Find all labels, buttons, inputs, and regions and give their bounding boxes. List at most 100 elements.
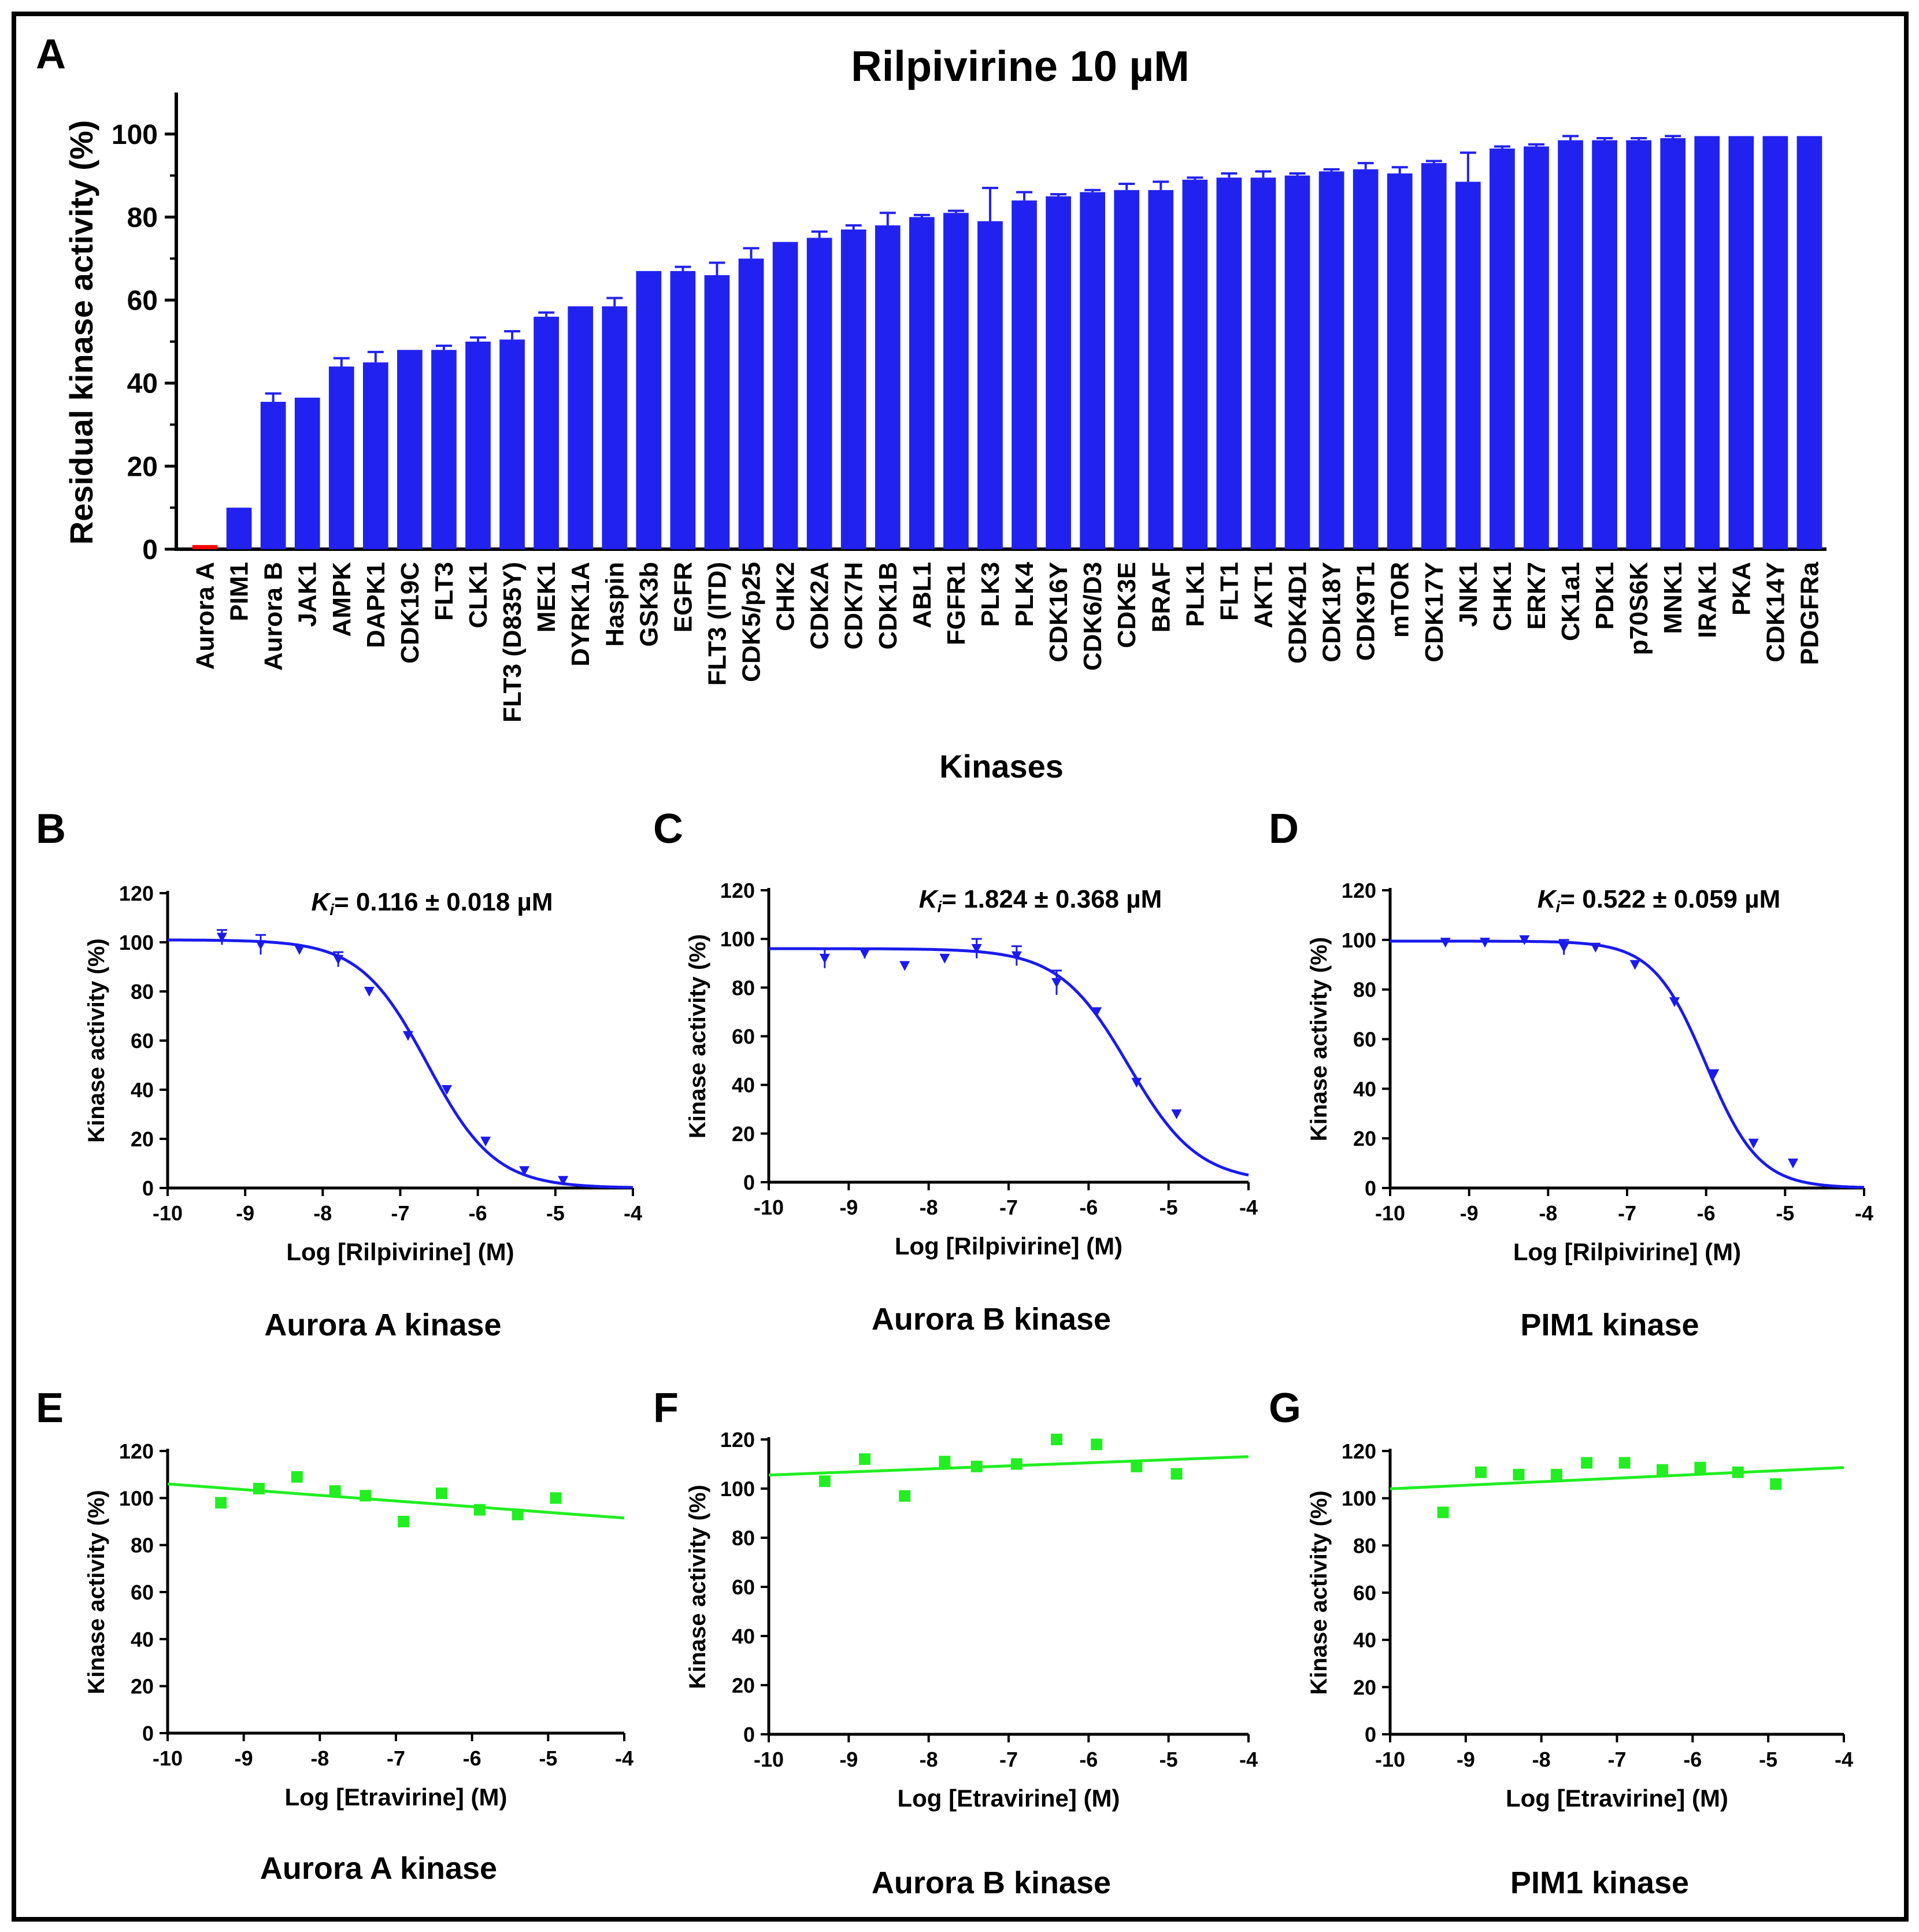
bar-28	[1148, 190, 1174, 550]
data-point-9	[1170, 1468, 1183, 1480]
data-point-7	[473, 1504, 486, 1516]
category-label-31: AKT1	[1249, 562, 1277, 628]
category-label-19: CDK7H	[840, 562, 868, 650]
bar-45	[1728, 136, 1754, 550]
y-axis-label: Kinase activity (%)	[685, 1485, 710, 1689]
data-point-8	[1131, 1460, 1143, 1472]
y-axis-label: Kinase activity (%)	[685, 934, 710, 1138]
y-tick-label: 0	[142, 535, 158, 565]
y-tick-label: 80	[732, 1526, 755, 1550]
data-point-6	[1657, 1464, 1668, 1476]
x-tick-label: -9	[235, 1746, 253, 1770]
x-axis-label: Kinases	[939, 748, 1064, 784]
bar-18	[806, 238, 832, 549]
ki-annotation-part: K	[311, 888, 331, 916]
y-tick-label: 0	[142, 1722, 154, 1745]
bar-15	[704, 275, 730, 549]
bar-5	[362, 362, 388, 549]
y-tick-label: 120	[1342, 879, 1376, 902]
data-point-4	[364, 987, 375, 997]
category-label-18: CDK2A	[806, 562, 834, 650]
panel-letter-d: D	[1269, 806, 1299, 852]
x-tick-label: -4	[1239, 1196, 1258, 1219]
x-tick-label: -10	[153, 1201, 183, 1225]
y-axis-label: Kinase activity (%)	[1306, 1490, 1332, 1694]
panel-caption: Aurora A kinase	[260, 1851, 497, 1886]
data-point-9	[1770, 1478, 1782, 1490]
data-point-2	[294, 945, 305, 955]
category-label-21: ABL1	[908, 562, 936, 628]
category-label-9: FLT3 (D835Y)	[498, 562, 527, 723]
y-tick-label: 100	[720, 1477, 755, 1501]
y-tick-label: 80	[131, 1534, 154, 1557]
data-point-8	[1732, 1466, 1744, 1478]
x-tick-label: -5	[1759, 1748, 1777, 1771]
bar-24	[1012, 200, 1037, 549]
y-tick-label: 60	[1353, 1581, 1376, 1605]
y-tick-label: 120	[720, 879, 755, 902]
data-point-8	[1748, 1138, 1759, 1149]
bar-20	[875, 225, 901, 549]
fit-curve	[769, 947, 1249, 1177]
data-point-3	[1558, 942, 1569, 953]
bar-21	[909, 217, 935, 549]
bar-44	[1694, 136, 1720, 550]
y-tick-label: 20	[732, 1122, 755, 1146]
data-point-3	[939, 1456, 951, 1468]
data-point-4	[1581, 1457, 1593, 1469]
panel-caption: Aurora B kinase	[872, 1866, 1111, 1900]
y-axis-label: Residual kinase activity (%)	[63, 120, 99, 545]
y-tick-label: 20	[131, 1675, 154, 1698]
category-label-29: PLK1	[1181, 562, 1209, 627]
panel-b: B 0 20 40 60 80 100 120 -10 -9 -8 -7 -6 -5 -4 Log [Rilp…	[36, 806, 642, 1342]
category-label-44: IRAK1	[1693, 562, 1721, 638]
x-tick-label: -8	[920, 1196, 938, 1219]
x-tick-label: -4	[1855, 1201, 1873, 1225]
y-tick-label: 120	[119, 882, 154, 905]
category-label-30: FLT1	[1215, 562, 1243, 621]
x-tick-label: -7	[387, 1746, 405, 1770]
panel-c: C 0 20 40 60 80 100 120 -10 -9 -8 -7 -6 -5 -4 Log [Rilp…	[653, 806, 1258, 1337]
ki-annotation-part: = 0.116 ± 0.018 µM	[334, 888, 553, 916]
category-label-32: CDK4D1	[1284, 562, 1312, 664]
x-tick-label: -8	[1539, 1201, 1557, 1225]
category-label-12: Haspin	[601, 562, 629, 647]
x-tick-label: -4	[1835, 1748, 1853, 1771]
category-label-42: p70S6K	[1625, 562, 1653, 656]
y-axis-label: Kinase activity (%)	[1306, 937, 1332, 1141]
data-point-1	[1475, 1466, 1487, 1478]
x-tick-label: -9	[236, 1201, 254, 1225]
y-tick-label: 60	[732, 1575, 755, 1599]
data-point-9	[1788, 1159, 1798, 1169]
data-point-3	[1550, 1468, 1562, 1481]
category-label-35: mTOR	[1386, 562, 1414, 638]
panel-caption: PIM1 kinase	[1520, 1308, 1699, 1342]
x-tick-label: -10	[153, 1746, 183, 1770]
data-point-7	[1091, 1007, 1102, 1017]
x-tick-label: -9	[1460, 1201, 1479, 1225]
y-axis-label: Kinase activity (%)	[84, 938, 109, 1142]
category-label-33: CDK18Y	[1318, 562, 1346, 662]
y-tick-label: 0	[1365, 1723, 1376, 1746]
bar-37	[1455, 182, 1481, 550]
data-point-6	[1669, 997, 1680, 1008]
y-tick-label: 40	[131, 1078, 154, 1102]
ki-annotation-part: i	[1556, 898, 1561, 916]
x-tick-label: -6	[1683, 1748, 1702, 1771]
y-tick-label: 80	[1353, 978, 1376, 1002]
x-tick-label: -9	[839, 1748, 858, 1771]
bar-12	[602, 306, 628, 549]
x-tick-label: -6	[463, 1746, 481, 1770]
y-tick-label: 120	[720, 1428, 755, 1452]
bar-14	[670, 271, 696, 549]
bar-32	[1284, 175, 1310, 549]
bar-42	[1626, 140, 1652, 549]
bar-33	[1318, 171, 1344, 549]
bar-10	[534, 316, 560, 549]
bar-0	[192, 545, 218, 549]
y-tick-label: 120	[119, 1439, 154, 1463]
category-label-22: FGFR1	[942, 562, 970, 645]
panels: A Rilpivirine 10 µM 0 20 40 60 80 100 Residual k…	[36, 31, 1873, 1900]
y-tick-label: 100	[112, 120, 158, 150]
